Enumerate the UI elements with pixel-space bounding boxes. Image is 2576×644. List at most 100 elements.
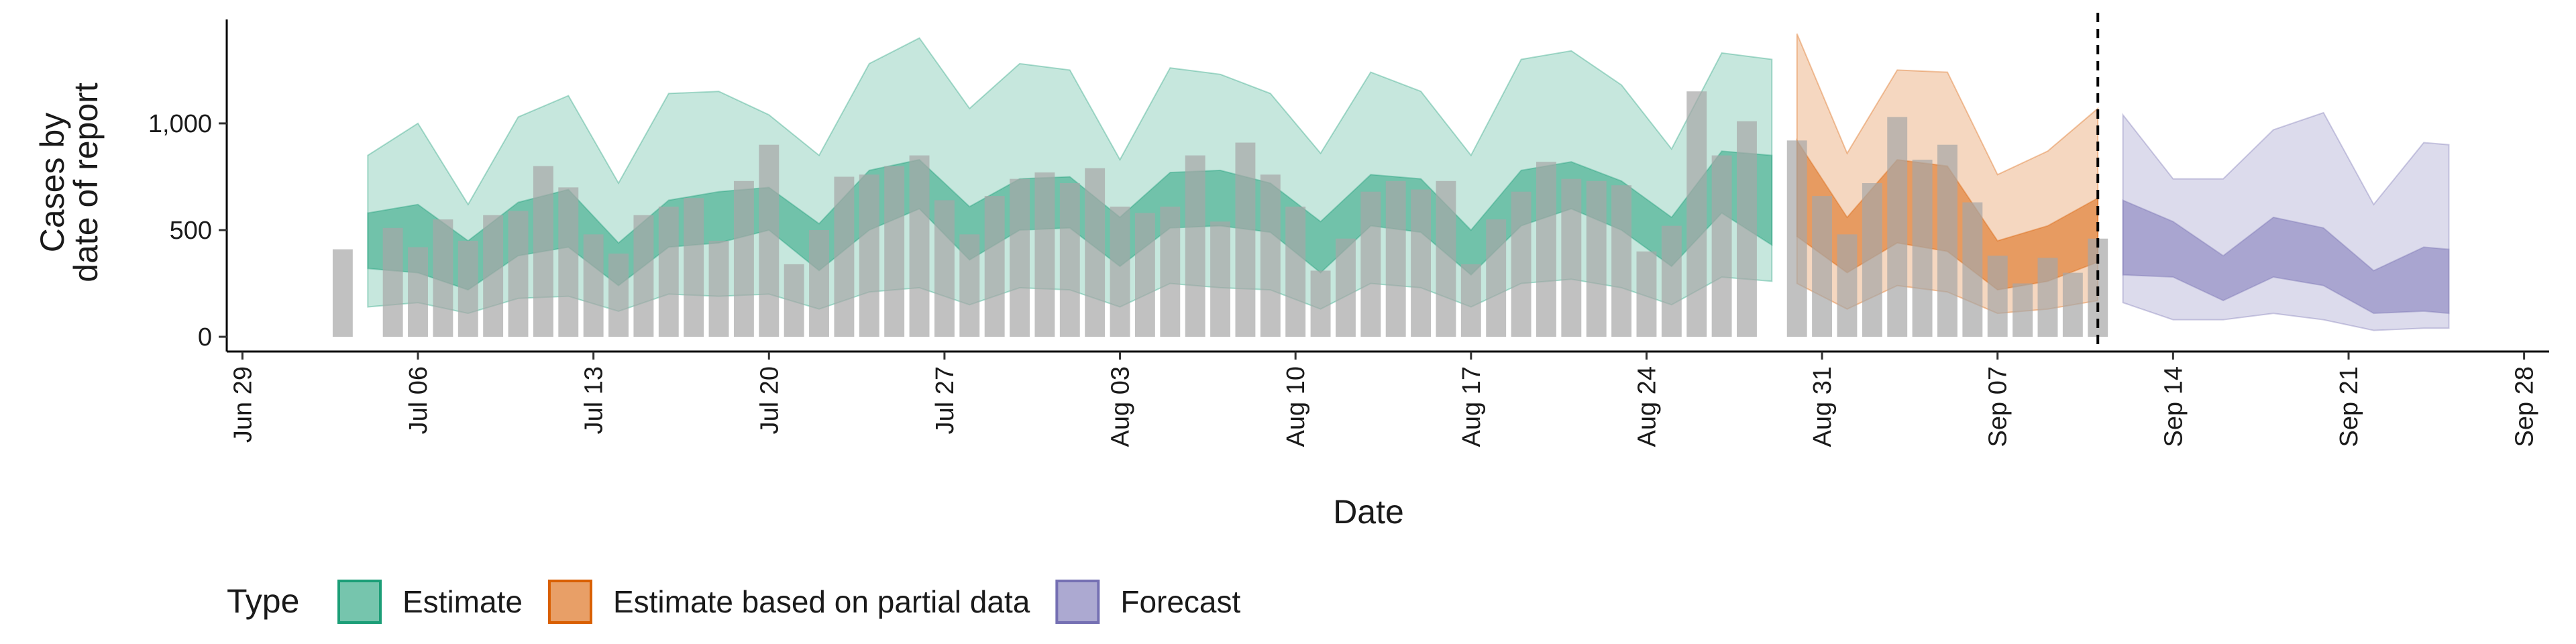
bar xyxy=(1561,178,1582,337)
bar xyxy=(1511,191,1532,337)
bar xyxy=(633,215,654,337)
y-tick-label: 0 xyxy=(198,323,212,352)
bar xyxy=(1360,191,1381,337)
x-tick-label: Jul 20 xyxy=(755,366,784,434)
bar xyxy=(2012,283,2033,337)
legend-label: Estimate based on partial data xyxy=(613,584,1030,619)
x-tick-label: Jul 13 xyxy=(580,366,608,434)
bar xyxy=(809,229,829,337)
bar xyxy=(1010,178,1030,337)
bar xyxy=(1160,206,1181,337)
bar xyxy=(959,234,980,337)
x-tick-label: Sep 21 xyxy=(2335,366,2363,447)
bar xyxy=(533,166,553,337)
bar xyxy=(708,240,729,337)
bar xyxy=(458,240,478,337)
bar xyxy=(1310,270,1331,337)
x-tick-label: Sep 14 xyxy=(2159,366,2188,447)
bar xyxy=(508,211,529,337)
bar xyxy=(1260,174,1281,337)
bar xyxy=(1887,117,1908,337)
x-tick-label: Aug 24 xyxy=(1633,366,1661,447)
y-axis-title: Cases by xyxy=(34,113,71,252)
legend-item: Estimate xyxy=(337,580,523,624)
legend-label: Forecast xyxy=(1120,584,1240,619)
bar xyxy=(1411,189,1432,337)
x-tick-label: Aug 10 xyxy=(1282,366,1310,447)
legend-item: Forecast xyxy=(1055,580,1241,624)
x-tick-label: Jul 06 xyxy=(405,366,433,434)
bar xyxy=(658,206,679,337)
bar xyxy=(984,196,1005,337)
bar xyxy=(1937,144,1957,337)
x-tick-label: Jun 29 xyxy=(229,366,257,443)
bar xyxy=(1436,180,1456,337)
bar xyxy=(1059,183,1080,337)
bar xyxy=(1636,251,1657,337)
legend-title: Type xyxy=(227,582,299,620)
bar xyxy=(684,198,704,337)
bar xyxy=(859,174,879,337)
bar xyxy=(1085,168,1106,337)
bar xyxy=(1837,234,1858,337)
x-tick-label: Aug 03 xyxy=(1107,366,1135,447)
x-tick-label: Aug 17 xyxy=(1458,366,1486,447)
bar xyxy=(1686,91,1707,337)
x-axis-title: Date xyxy=(1333,493,1404,531)
bar xyxy=(558,187,579,337)
y-axis-title: date of report xyxy=(67,83,105,282)
bar xyxy=(608,253,629,337)
bar xyxy=(1235,142,1256,337)
bar xyxy=(2062,272,2083,337)
bar xyxy=(1335,238,1356,337)
bar xyxy=(1962,202,1983,337)
legend-item: Estimate based on partial data xyxy=(547,580,1030,624)
bar xyxy=(1185,155,1205,337)
bar xyxy=(1711,155,1732,337)
bar xyxy=(934,200,955,337)
bar xyxy=(332,249,353,337)
bar xyxy=(733,180,754,337)
bar xyxy=(1987,256,2008,337)
bar xyxy=(382,227,403,337)
x-tick-label: Sep 28 xyxy=(2511,366,2539,447)
x-tick-label: Aug 31 xyxy=(1809,366,1837,447)
bar xyxy=(408,247,428,337)
bar xyxy=(884,166,905,337)
bar xyxy=(1912,160,1933,337)
bar xyxy=(1812,196,1833,337)
bar xyxy=(1210,221,1231,337)
x-tick-label: Sep 07 xyxy=(1984,366,2012,447)
x-tick-label: Jul 27 xyxy=(931,366,959,434)
bar xyxy=(1460,264,1481,337)
ribbon-upper-50 xyxy=(2122,199,2450,315)
bar xyxy=(483,215,504,337)
bar xyxy=(1661,225,1682,337)
bar xyxy=(1134,213,1155,337)
bar xyxy=(1862,183,1882,337)
bar xyxy=(433,219,453,337)
bar xyxy=(1486,219,1507,337)
bar xyxy=(1586,180,1607,337)
legend-key xyxy=(547,580,592,624)
bar xyxy=(1285,206,1306,337)
y-tick-label: 1,000 xyxy=(148,110,212,138)
bar xyxy=(1611,185,1632,337)
legend-key xyxy=(1055,580,1100,624)
legend-label: Estimate xyxy=(402,584,523,619)
bar xyxy=(1034,172,1055,337)
bar xyxy=(1737,121,1757,337)
bar xyxy=(1536,162,1556,337)
bar xyxy=(909,155,930,337)
legend-key xyxy=(337,580,382,624)
bar xyxy=(1385,180,1406,337)
bar xyxy=(834,176,855,337)
bar xyxy=(1110,206,1130,337)
y-tick-label: 500 xyxy=(170,217,212,245)
bar xyxy=(583,234,604,337)
bar xyxy=(759,144,780,337)
bar xyxy=(2037,258,2058,337)
bar xyxy=(784,264,804,337)
bar xyxy=(1786,140,1807,337)
